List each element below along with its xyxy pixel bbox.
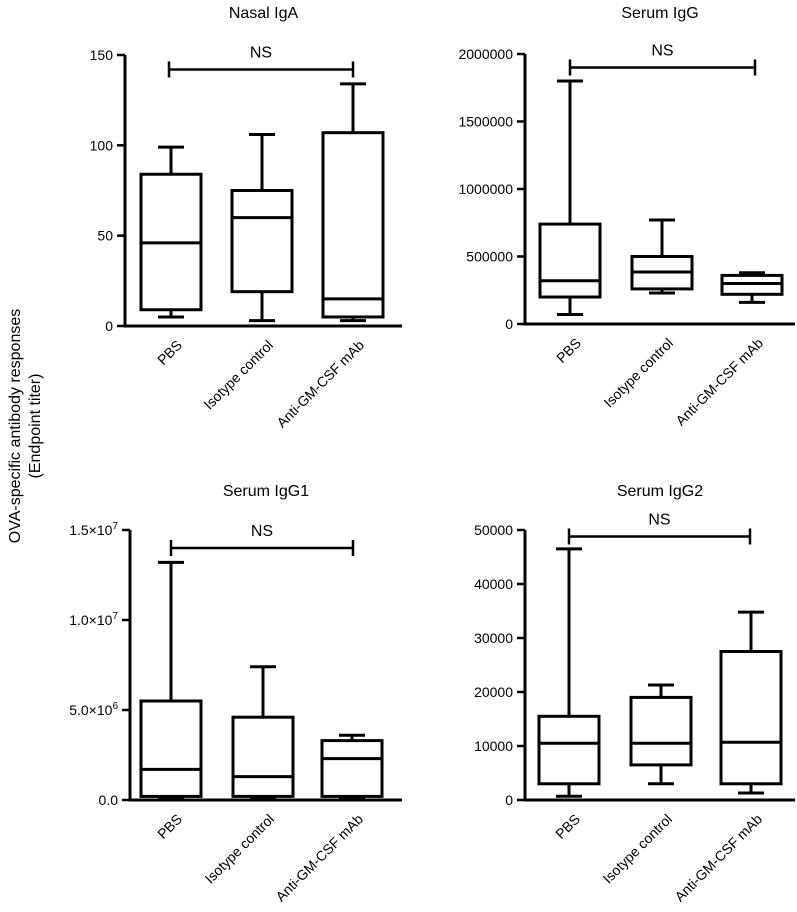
x-category-label: Anti-GM-CSF mAb [273, 337, 367, 431]
shared-y-axis-label: OVA-specific antibody responses (Endpoin… [7, 309, 44, 543]
x-category-label: Isotype control [600, 335, 676, 411]
iqr-box [231, 715, 295, 798]
x-category-label: Isotype control [201, 811, 277, 887]
y-tick-label: 50000 [474, 522, 513, 538]
iqr-box [321, 131, 385, 319]
y-tick-label: 0 [105, 318, 113, 334]
x-category-label: Anti-GM-CSF mAb [272, 811, 366, 905]
y-tick-label: 1.0×107 [69, 611, 118, 628]
box-plot-3 [320, 733, 384, 799]
iqr-box [230, 189, 294, 294]
x-category-label: Isotype control [599, 811, 675, 887]
y-axis-label-line2: (Endpoint titer) [27, 374, 44, 479]
box-plot-3 [720, 271, 784, 304]
y-tick-label: 0 [505, 316, 513, 332]
box-plot-1 [139, 560, 203, 799]
chart-panel-2: Serum IgG 0 500000 1000000 1500000 2000000 PBS… [458, 5, 795, 429]
chart-title: Nasal IgA [229, 5, 299, 22]
chart-panel-1: Nasal IgA 0 50 100 150 PBS Isotype controlAnti… [90, 5, 402, 431]
iqr-box [538, 222, 602, 299]
x-category-label: PBS [154, 337, 185, 368]
box-plot-3 [719, 610, 783, 795]
box-plot-2 [630, 218, 694, 295]
y-axis-label-line1: OVA-specific antibody responses [7, 309, 24, 543]
significance-label: NS [651, 43, 673, 60]
box-plot-2 [231, 665, 295, 799]
chart-panel-4: Serum IgG2 0 10000 20000 30000 40000 50000 PBS I… [474, 483, 795, 905]
significance-label: NS [648, 511, 670, 528]
y-tick-label: 1.5×107 [69, 521, 118, 538]
y-tick-label: 100 [90, 137, 114, 153]
y-tick-label: 30000 [474, 630, 513, 646]
iqr-box [629, 695, 693, 767]
x-category-label: PBS [552, 811, 583, 842]
iqr-box [139, 699, 203, 798]
box-plot-1 [139, 145, 203, 319]
chart-title: Serum IgG1 [223, 483, 309, 500]
x-category-label: PBS [553, 335, 584, 366]
y-tick-label: 5.0×106 [69, 701, 118, 718]
chart-panel-3: Serum IgG1 0.0 5.0×106 1.0×107 1.5×107 PBS Iso… [69, 483, 402, 905]
y-tick-label: 0 [505, 792, 513, 808]
y-tick-label: 50 [97, 228, 113, 244]
x-category-label: Isotype control [200, 337, 276, 413]
box-plot-1 [538, 79, 602, 317]
x-category-label: PBS [154, 811, 185, 842]
y-tick-label: 500000 [466, 249, 513, 265]
iqr-box [537, 714, 601, 786]
y-tick-label: 0.0 [99, 792, 119, 808]
box-plot-3 [321, 82, 385, 323]
chart-title: Serum IgG [621, 5, 698, 22]
significance-label: NS [251, 523, 273, 540]
iqr-box [719, 650, 783, 786]
y-tick-label: 2000000 [458, 46, 513, 62]
iqr-box [320, 739, 384, 798]
significance-label: NS [250, 44, 272, 61]
y-tick-label: 150 [90, 47, 114, 63]
y-tick-label: 1500000 [458, 114, 513, 130]
y-tick-label: 1000000 [458, 181, 513, 197]
y-tick-label: 10000 [474, 738, 513, 754]
y-tick-label: 20000 [474, 684, 513, 700]
x-category-label: Anti-GM-CSF mAb [672, 335, 766, 429]
box-plot-1 [537, 547, 601, 798]
box-plot-2 [629, 683, 693, 786]
x-category-label: Anti-GM-CSF mAb [671, 811, 765, 905]
box-plot-2 [230, 132, 294, 323]
chart-title: Serum IgG2 [617, 483, 703, 500]
y-tick-label: 40000 [474, 576, 513, 592]
